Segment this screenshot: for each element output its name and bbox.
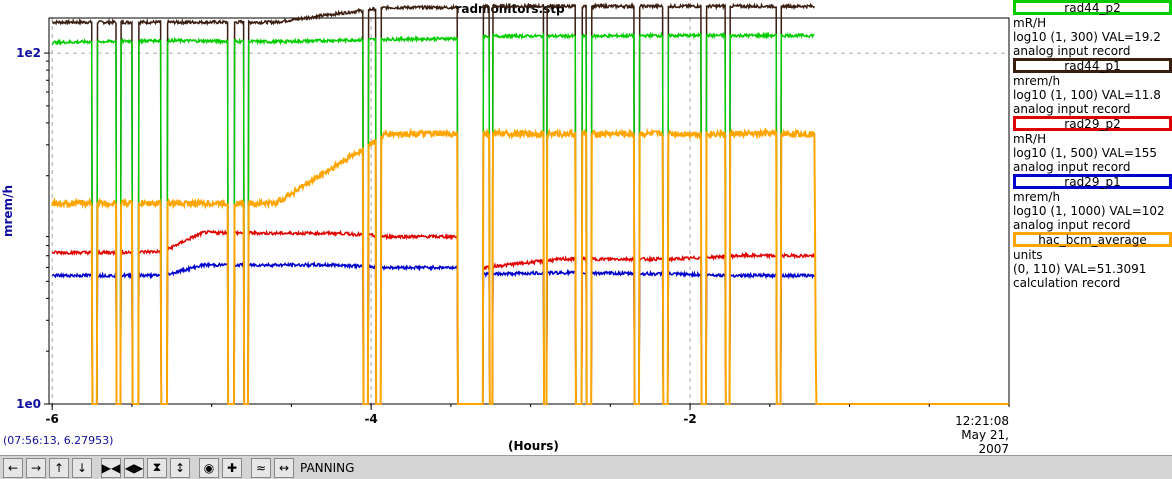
zoom-in-y-icon[interactable]: ⧗ (147, 457, 167, 478)
y-tick-label: 1e0 (16, 397, 41, 411)
legend-range: log10 (1, 500) VAL=155 (1013, 146, 1158, 160)
legend-unit: mrem/h (1013, 190, 1061, 204)
legend-type: analog input record (1013, 218, 1131, 232)
zoom-out-y-icon[interactable]: ↕ (170, 457, 190, 478)
series-line-rad44_p1 (51, 2, 816, 405)
legend-entry-rad44_p1[interactable]: rad44_p1 (1013, 58, 1172, 73)
legend-type: analog input record (1013, 44, 1131, 58)
pan-down-icon[interactable]: ↓ (72, 457, 92, 478)
pan-right-icon[interactable]: → (26, 457, 46, 478)
series-line-rad29_p2 (51, 229, 816, 405)
legend-range: log10 (1, 100) VAL=11.8 (1013, 88, 1161, 102)
series-layer (51, 2, 1009, 405)
legend-unit: mrem/h (1013, 74, 1061, 88)
y-axis-label: mrem/h (1, 185, 15, 237)
legend: rad44_p2 mR/H log10 (1, 300) VAL=19.2 analo… (1013, 0, 1172, 290)
toolbar: ← → ↑ ↓ ▶◀ ◀▶ ⧗ ↕ ◉ ✚ ≈ ↔ PANNING (0, 455, 1172, 479)
series-line-rad44_p2 (52, 31, 815, 405)
legend-unit: mR/H (1013, 132, 1047, 146)
pan-mode-icon[interactable]: ↔ (274, 457, 294, 478)
mode-label: PANNING (300, 460, 355, 475)
end-time-label: 12:21:08 May 21, 2007 (930, 414, 1009, 456)
cursor-coordinate-readout: (07:56:13, 6.27953) (3, 434, 114, 447)
y-tick-label: 1e2 (16, 46, 41, 60)
legend-entry-rad44_p2[interactable]: rad44_p2 (1013, 0, 1172, 15)
legend-type: analog input record (1013, 160, 1131, 174)
plot-frame (48, 17, 1010, 405)
x-axis-label: (Hours) (508, 439, 559, 453)
add-icon[interactable]: ✚ (222, 457, 242, 478)
legend-range: log10 (1, 1000) VAL=102 (1013, 204, 1165, 218)
pan-left-icon[interactable]: ← (3, 457, 23, 478)
legend-entry-rad29_p2[interactable]: rad29_p2 (1013, 116, 1172, 131)
reset-icon[interactable]: ◉ (199, 457, 219, 478)
x-axis: -6 -4 -2 (46, 404, 1010, 426)
end-date: May 21, 2007 (961, 428, 1009, 456)
x-tick-label: -2 (683, 412, 696, 426)
legend-unit: units (1013, 248, 1043, 262)
legend-unit: mR/H (1013, 16, 1047, 30)
legend-type: analog input record (1013, 102, 1131, 116)
legend-entry-hac_bcm_average[interactable]: hac_bcm_average (1013, 232, 1172, 247)
legend-entry-rad29_p1[interactable]: rad29_p1 (1013, 174, 1172, 189)
legend-range: log10 (1, 300) VAL=19.2 (1013, 30, 1161, 44)
legend-type: calculation record (1013, 276, 1121, 290)
autoscale-icon[interactable]: ≈ (251, 457, 271, 478)
strip-chart[interactable]: radmonitors.stp -6 -4 -2 1e0 1e2 mrem/h (0, 0, 1172, 455)
x-tick-label: -4 (364, 412, 377, 426)
end-time: 12:21:08 (955, 414, 1009, 428)
y-axis: 1e0 1e2 (16, 46, 49, 411)
chart-title: radmonitors.stp (455, 2, 564, 16)
zoom-out-x-icon[interactable]: ◀▶ (124, 457, 144, 478)
zoom-in-x-icon[interactable]: ▶◀ (101, 457, 121, 478)
grid (49, 18, 1009, 405)
series-line-rad29_p1 (51, 260, 816, 405)
pan-up-icon[interactable]: ↑ (49, 457, 69, 478)
x-tick-label: -6 (46, 412, 59, 426)
legend-range: (0, 110) VAL=51.3091 (1013, 262, 1147, 276)
